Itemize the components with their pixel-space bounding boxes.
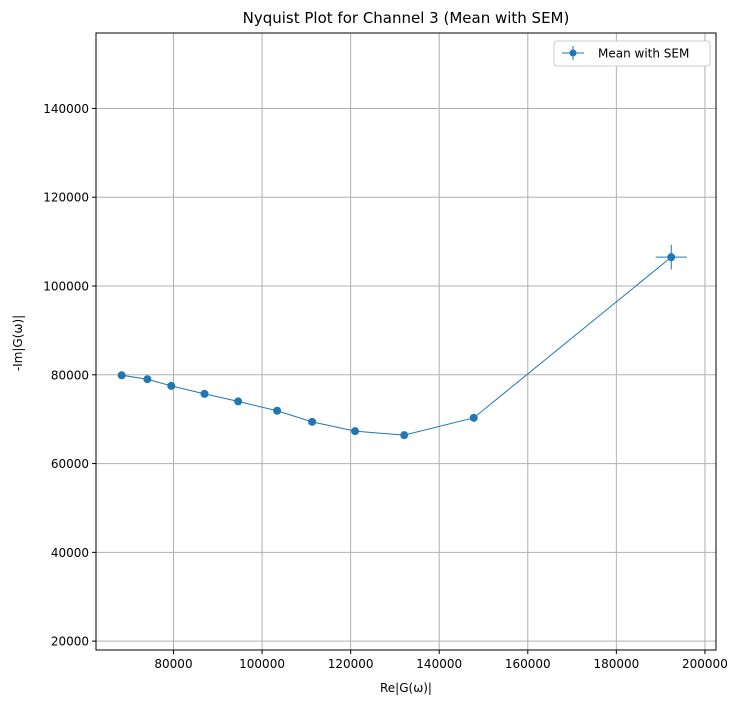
grid (96, 33, 716, 650)
x-tick-label: 200000 (682, 657, 728, 671)
y-tick-label: 20000 (51, 635, 89, 649)
y-tick-label: 80000 (51, 368, 89, 382)
y-tick-label: 60000 (51, 457, 89, 471)
chart-title: Nyquist Plot for Channel 3 (Mean with SE… (243, 9, 570, 27)
y-tick-label: 100000 (43, 280, 89, 294)
x-axis-label: Re|G(ω)| (380, 681, 432, 695)
y-tick-label: 140000 (43, 102, 89, 116)
data-point (143, 375, 152, 384)
data-point (234, 397, 243, 406)
data-point (117, 371, 126, 380)
data-point (667, 253, 676, 262)
data-point (167, 381, 176, 390)
data-point (351, 427, 360, 436)
y-axis-label: -Im|G(ω)| (11, 315, 25, 371)
data-point (308, 417, 317, 426)
y-tick-label: 120000 (43, 191, 89, 205)
x-tick-label: 80000 (154, 657, 192, 671)
data-point (273, 406, 282, 415)
y-tick-label: 40000 (51, 546, 89, 560)
x-tick-label: 140000 (416, 657, 462, 671)
legend-box (553, 40, 711, 67)
x-tick-label: 120000 (328, 657, 374, 671)
data-point (400, 431, 409, 440)
legend: Mean with SEM (553, 40, 711, 67)
x-tick-label: 180000 (593, 657, 639, 671)
plot-area-frame (95, 32, 717, 651)
x-tick-label: 100000 (239, 657, 285, 671)
legend-point-marker (569, 49, 577, 57)
axis-ticks: 80000 100000 120000 140000 160000 180000 20000… (43, 102, 728, 671)
legend-entry-mean-with-sem: Mean with SEM (598, 47, 689, 61)
data-point (469, 413, 478, 422)
series-layer (117, 244, 687, 440)
x-tick-label: 160000 (505, 657, 551, 671)
data-point (200, 389, 209, 398)
